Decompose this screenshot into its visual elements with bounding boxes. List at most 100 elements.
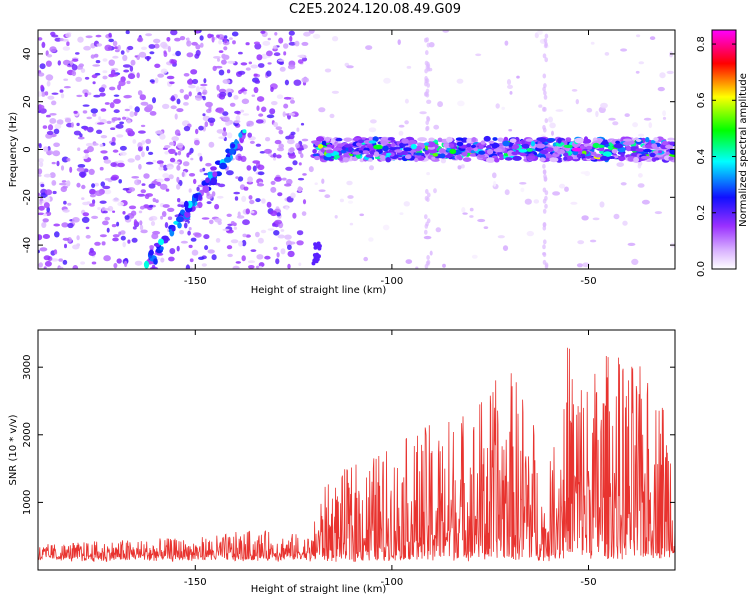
noise-blob <box>111 224 117 228</box>
streak-blob <box>425 221 429 227</box>
noise-blob <box>275 126 282 131</box>
noise-blob <box>164 151 169 155</box>
noise-blob <box>292 160 298 166</box>
noise-blob <box>288 41 297 46</box>
noise-blob <box>212 65 217 72</box>
noise-blob <box>149 111 157 116</box>
noise-blob <box>555 109 564 112</box>
band-blob <box>471 137 477 143</box>
chirp-blob <box>238 132 243 138</box>
noise-blob <box>92 64 101 67</box>
noise-blob <box>137 193 146 197</box>
noise-blob <box>123 69 130 73</box>
band-blob <box>361 150 370 155</box>
noise-blob <box>233 120 241 124</box>
band-blob <box>511 151 519 156</box>
noise-blob <box>229 102 236 107</box>
noise-blob <box>419 111 427 115</box>
noise-blob <box>167 216 173 220</box>
noise-blob <box>235 115 241 122</box>
band-blob <box>622 141 633 146</box>
noise-blob <box>266 50 273 57</box>
band-blob <box>330 138 335 144</box>
noise-blob <box>78 171 87 178</box>
noise-blob <box>160 68 168 74</box>
band-blob <box>488 140 495 144</box>
band-blob <box>325 153 332 158</box>
noise-blob <box>224 37 228 44</box>
colorbar: 0.0 0.2 0.4 0.6 0.8 Normalized spectral ampli… <box>696 29 749 277</box>
noise-blob <box>111 136 116 143</box>
noise-blob <box>637 183 645 188</box>
band-blob <box>665 144 674 149</box>
noise-blob <box>100 135 108 139</box>
streak-blob <box>544 203 548 209</box>
noise-blob <box>276 252 280 258</box>
noise-blob <box>246 165 252 171</box>
noise-blob <box>290 192 296 199</box>
band-blob <box>594 153 602 158</box>
band-blob <box>382 145 389 152</box>
noise-blob <box>99 92 106 97</box>
streak-blob <box>542 259 547 265</box>
streak-blob <box>544 41 548 47</box>
noise-blob <box>270 210 278 217</box>
snr-frame <box>37 329 676 571</box>
noise-blob <box>551 130 554 136</box>
band-blob <box>314 155 321 161</box>
noise-blob <box>292 212 297 219</box>
noise-blob <box>195 49 201 57</box>
x-tick-label: -50 <box>580 577 596 588</box>
noise-blob <box>84 76 90 80</box>
noise-blob <box>102 75 108 80</box>
streak-blob <box>542 163 546 169</box>
noise-blob <box>38 143 42 149</box>
noise-blob <box>245 208 250 215</box>
noise-blob <box>231 31 239 37</box>
noise-blob <box>149 79 155 83</box>
noise-blob <box>145 33 153 37</box>
noise-blob <box>192 78 199 85</box>
noise-blob <box>101 241 106 246</box>
streak-blob <box>542 252 547 258</box>
noise-blob <box>275 258 280 265</box>
noise-blob <box>103 189 112 195</box>
noise-blob <box>218 136 226 139</box>
noise-blob <box>42 234 51 239</box>
band-blob <box>539 149 549 155</box>
noise-blob <box>176 164 181 171</box>
noise-blob <box>38 212 45 216</box>
noise-blob <box>493 180 497 187</box>
noise-blob <box>170 95 175 102</box>
band-blob <box>388 147 397 151</box>
noise-blob <box>222 228 230 231</box>
chirp-blob <box>210 177 218 184</box>
streak-blob <box>426 255 430 260</box>
band-blob <box>431 156 436 160</box>
noise-blob <box>234 110 241 114</box>
band-blob <box>403 147 412 152</box>
band-blob <box>530 140 536 147</box>
band-blob <box>526 148 533 152</box>
band-blob <box>473 147 478 152</box>
noise-blob <box>278 129 284 135</box>
noise-blob <box>84 92 88 98</box>
streak-blob <box>542 86 546 92</box>
band-blob <box>390 142 396 148</box>
noise-blob <box>264 255 271 260</box>
noise-blob <box>154 43 160 49</box>
band-blob <box>553 146 559 152</box>
noise-blob <box>186 152 190 158</box>
noise-blob <box>60 165 65 171</box>
noise-blob <box>146 104 154 111</box>
noise-blob <box>222 79 231 84</box>
noise-blob <box>139 224 144 231</box>
band-blob <box>373 144 383 150</box>
noise-blob <box>261 106 267 113</box>
noise-blob <box>202 95 206 101</box>
noise-blob <box>208 141 215 148</box>
noise-blob <box>110 73 119 77</box>
noise-blob <box>442 30 449 33</box>
streak-blob <box>544 57 548 63</box>
noise-blob <box>506 79 512 85</box>
